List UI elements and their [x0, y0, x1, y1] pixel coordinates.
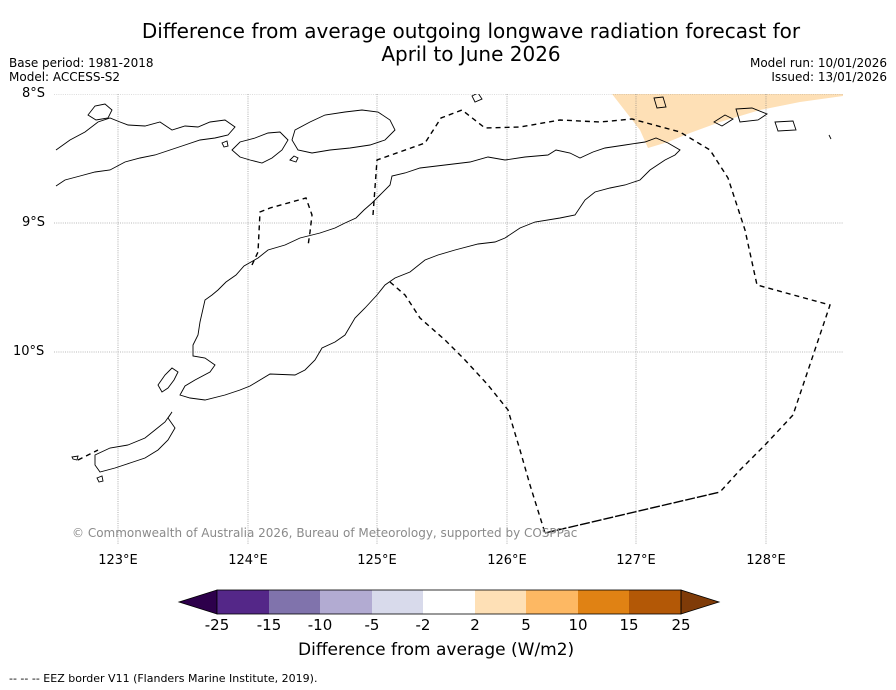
colorbar	[177, 589, 721, 615]
issued-date: Issued: 13/01/2026	[771, 70, 887, 84]
lat-label-9s: 9°S	[22, 215, 46, 230]
colorbar-frame	[216, 589, 682, 615]
colorbar-tick-label: 25	[671, 616, 691, 634]
colorbar-tick-label: -5	[364, 616, 380, 634]
model-name: Model: ACCESS-S2	[9, 70, 121, 84]
eez-oecusse	[251, 197, 313, 266]
coastlines	[55, 94, 832, 483]
lon-label-128e: 128°E	[746, 553, 786, 568]
coast-small-island-2	[289, 155, 299, 163]
coast-romang	[471, 94, 483, 103]
colorbar-tick-label: 10	[568, 616, 588, 634]
anomaly-region	[612, 94, 843, 148]
eez-west-segment	[77, 449, 99, 461]
eez-timor-leste-south	[389, 281, 546, 534]
colorbar-segment	[423, 590, 475, 614]
colorbar-arrow-min	[177, 589, 218, 615]
colorbar-segment	[578, 590, 629, 614]
coast-rote	[157, 367, 179, 393]
colorbar-segment	[320, 590, 372, 614]
lon-label-127e: 127°E	[616, 553, 656, 568]
metadata-left: Base period: 1981-2018 Model: ACCESS-S2	[9, 56, 154, 84]
eez-timor-leste-north	[372, 109, 831, 493]
colorbar-segment	[526, 590, 578, 614]
colorbar-tick-label: 5	[521, 616, 531, 634]
title-line-2: April to June 2026	[381, 42, 561, 66]
lon-label-125e: 125°E	[357, 553, 397, 568]
coast-small-island-3	[221, 140, 229, 148]
coast-babar-3	[735, 107, 768, 123]
colorbar-tick-label: -2	[415, 616, 431, 634]
lat-label-8s: 8°S	[22, 86, 46, 101]
title-line-1: Difference from average outgoing longwav…	[141, 19, 801, 43]
base-period: Base period: 1981-2018	[9, 56, 154, 70]
colorbar-segment	[475, 590, 526, 614]
coast-islet-east	[828, 134, 832, 140]
coast-alor-islands	[55, 117, 236, 187]
colorbar-segment	[372, 590, 423, 614]
colorbar-tick-label: -25	[204, 616, 230, 634]
lon-label-124e: 124°E	[228, 553, 268, 568]
coast-wetar	[291, 109, 396, 154]
chart-title: Difference from average outgoing longwav…	[0, 20, 896, 66]
coast-babar-2	[713, 114, 734, 127]
map-background	[54, 94, 843, 544]
colorbar-tick-label: -15	[256, 616, 282, 634]
colorbar-tick-label: 15	[619, 616, 639, 634]
colorbar-segment	[629, 590, 681, 614]
lat-label-10s: 10°S	[13, 344, 45, 359]
copyright-notice: © Commonwealth of Australia 2026, Bureau…	[72, 526, 578, 540]
eez-borders	[77, 109, 831, 534]
coast-babar-4	[774, 120, 797, 132]
model-run: Model run: 10/01/2026	[749, 56, 887, 70]
lon-label-123e: 123°E	[98, 553, 138, 568]
colorbar-segment	[269, 590, 320, 614]
eez-southern-boundary	[544, 491, 721, 534]
eez-legend-note: -- -- -- EEZ border V11 (Flanders Marine…	[9, 672, 318, 685]
coast-babar-1	[653, 96, 667, 109]
coast-dana	[96, 475, 104, 483]
coast-sawu	[94, 411, 176, 473]
coast-timor-island	[179, 137, 681, 401]
metadata-right: Model run: 10/01/2026 Issued: 13/01/2026	[750, 56, 887, 84]
colorbar-title: Difference from average (W/m2)	[298, 640, 575, 660]
colorbar-segment	[217, 590, 269, 614]
colorbar-tick-label: 2	[470, 616, 480, 634]
colorbar-arrow-max	[680, 589, 721, 615]
lon-label-126e: 126°E	[487, 553, 527, 568]
colorbar-tick-label: -10	[307, 616, 333, 634]
coast-raijua	[71, 455, 79, 461]
coast-small-island-1	[87, 103, 113, 121]
coast-alor-east	[231, 131, 289, 164]
